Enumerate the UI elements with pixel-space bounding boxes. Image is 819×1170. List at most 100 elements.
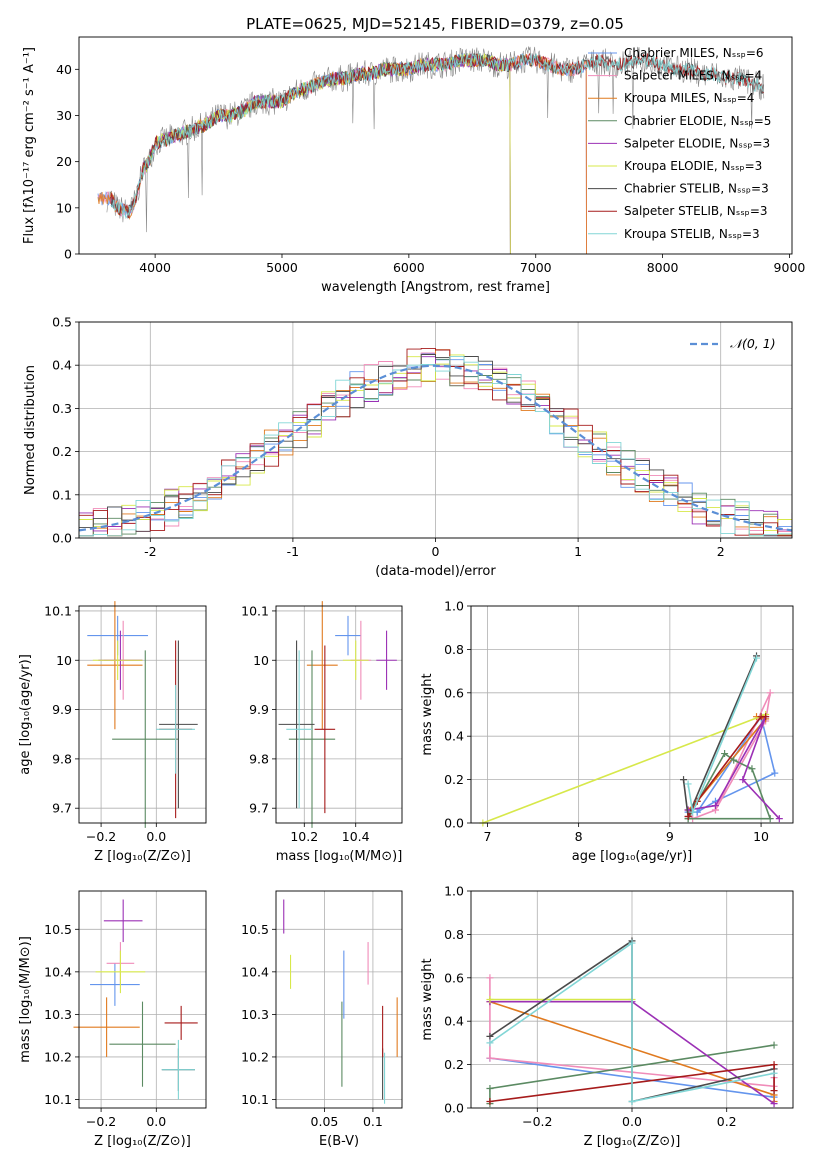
y-tick-label: 0.0 [444,1101,464,1116]
y-tick-label: 9.8 [249,751,269,766]
legend-label: Salpeter STELIB, Nₛₛₚ=3 [624,204,768,218]
y-tick-label: 1.0 [444,884,464,899]
weight-marker [775,815,783,823]
panel-mass-vs-Z: −0.2 0.0 10.1 10.2 10.3 10.4 10.5 Z [log₁₀(Z/Z⊙… [18,890,207,1149]
x-axis-label: (data-model)/error [375,564,496,579]
y-tick-label: 40 [56,62,72,77]
normal-curve [79,364,792,532]
weight-line-8 [489,941,775,1103]
x-tick-label: 0.2 [717,1114,737,1129]
y-tick-label: 0.2 [444,1057,464,1072]
weight-marker [486,974,494,982]
x-tick-label: −0.2 [522,1114,552,1129]
weight-marker [486,1032,494,1040]
data-point-4 [376,630,397,690]
x-tick-label: 10 [753,829,769,844]
y-axis-label: Flux [fλ10⁻¹⁷ erg cm⁻² s⁻¹ A⁻¹] [22,47,37,244]
y-axis-label: Normed distribution [23,365,38,495]
y-tick-label: 10.3 [44,1007,72,1022]
legend-label: Chabrier MILES, Nₛₛₚ=6 [624,46,764,60]
data-point-3 [109,1001,176,1087]
x-tick-label: 2 [717,544,725,559]
histogram-step-8 [79,356,792,537]
y-tick-label: 0 [64,247,72,262]
panel-age-vs-Z: −0.2 0.0 9.7 9.8 9.9 10 10.1 Z [log₁₀(Z/Z⊙)] age… [18,601,207,864]
x-tick-label: 0.05 [311,1114,339,1129]
y-tick-label: 0.2 [444,772,464,787]
legend-label: Kroupa ELODIE, Nₛₛₚ=3 [624,159,762,173]
weight-marker [628,1097,636,1105]
legend-label: Kroupa MILES, Nₛₛₚ=4 [624,91,754,105]
y-tick-label: 10.1 [241,603,269,618]
y-tick-label: 9.9 [249,702,269,717]
weight-marker [753,654,761,662]
y-tick-label: 0.0 [444,816,464,831]
residual-legend: 𝒩(0, 1) [690,336,776,351]
weight-marker [684,812,692,820]
data-point-7 [164,1005,198,1040]
y-tick-label: 10 [56,200,72,215]
data-point-0 [335,615,361,656]
x-axis-label: Z [log₁₀(Z/Z⊙)] [94,849,191,864]
data-point-3 [112,650,179,828]
y-tick-label: 0.8 [444,642,464,657]
y-tick-label: 30 [56,108,72,123]
data-point-4 [103,899,143,943]
panel-weight-vs-age: 7 8 9 10 0.0 0.2 0.4 0.6 0.8 1.0 age [log₁₀(age/yr… [420,599,794,864]
y-axis-label: mass [log₁₀(M/M⊙)] [18,936,33,1063]
data-point-0 [90,963,140,1006]
x-tick-label: 8000 [647,260,679,275]
y-tick-label: 10.4 [241,964,269,979]
y-tick-label: 0.4 [444,729,464,744]
weight-marker [730,756,738,764]
data-point-8 [286,650,312,809]
y-tick-label: 0.8 [444,927,464,942]
y-tick-label: 0.6 [444,685,464,700]
weight-marker [762,713,770,721]
y-tick-label: 9.9 [52,702,72,717]
y-tick-label: 10.2 [241,1049,269,1064]
x-tick-label: 0.0 [622,1114,642,1129]
y-tick-label: 10.2 [44,1049,72,1064]
y-tick-label: 10.5 [241,922,269,937]
x-tick-label: 9 [666,829,674,844]
panels: 4000 5000 6000 7000 8000 9000010203040wavelen… [18,36,805,1149]
x-tick-label: 7 [483,829,491,844]
axes-frame [470,605,794,824]
y-tick-label: 0.4 [444,1014,464,1029]
x-tick-label: -2 [144,544,156,559]
axes-frame [78,890,207,1109]
y-axis-label: mass weight [420,673,435,755]
panel-residuals: -2 -1 0 1 2 0.0 0.1 0.2 0.3 0.4 0.5 (data-model)/er… [23,315,793,579]
panel-age-vs-mass: 10.2 10.4 9.7 9.8 9.9 10 10.1 mass [log₁₀(M/M⊙)… [241,601,403,864]
weight-marker [486,996,494,1003]
data-point-5 [342,640,369,680]
y-tick-label: 10.1 [44,1092,72,1107]
y-tick-label: 1.0 [444,599,464,614]
weight-marker [721,750,729,758]
axes-frame [78,605,207,824]
weight-marker [766,689,774,697]
weight-marker [771,769,779,777]
y-tick-label: 10 [253,653,269,668]
spectrum-lines [97,46,765,254]
data-point-5 [92,640,143,680]
data-point-8 [161,1039,195,1100]
histograms [79,347,792,537]
weight-line-1 [687,692,771,820]
weight-marker [770,1100,778,1108]
x-tick-label: 5000 [266,260,298,275]
axes-frame [78,36,793,255]
x-tick-label: -1 [287,544,299,559]
panel-weight-vs-Z: −0.2 0.0 0.2 0.0 0.2 0.4 0.6 0.8 1.0 Z [log₁₀(Z/Z… [420,884,794,1149]
weight-marker [770,1069,778,1077]
data-point-6 [159,640,198,809]
weight-marker [486,1097,494,1105]
x-tick-label: 1 [574,544,582,559]
data-point-2 [73,997,140,1057]
y-tick-label: 20 [56,154,72,169]
legend-label: Chabrier ELODIE, Nₛₛₚ=5 [624,114,771,128]
x-tick-label: −0.2 [86,1114,116,1129]
y-tick-label: 9.8 [52,751,72,766]
